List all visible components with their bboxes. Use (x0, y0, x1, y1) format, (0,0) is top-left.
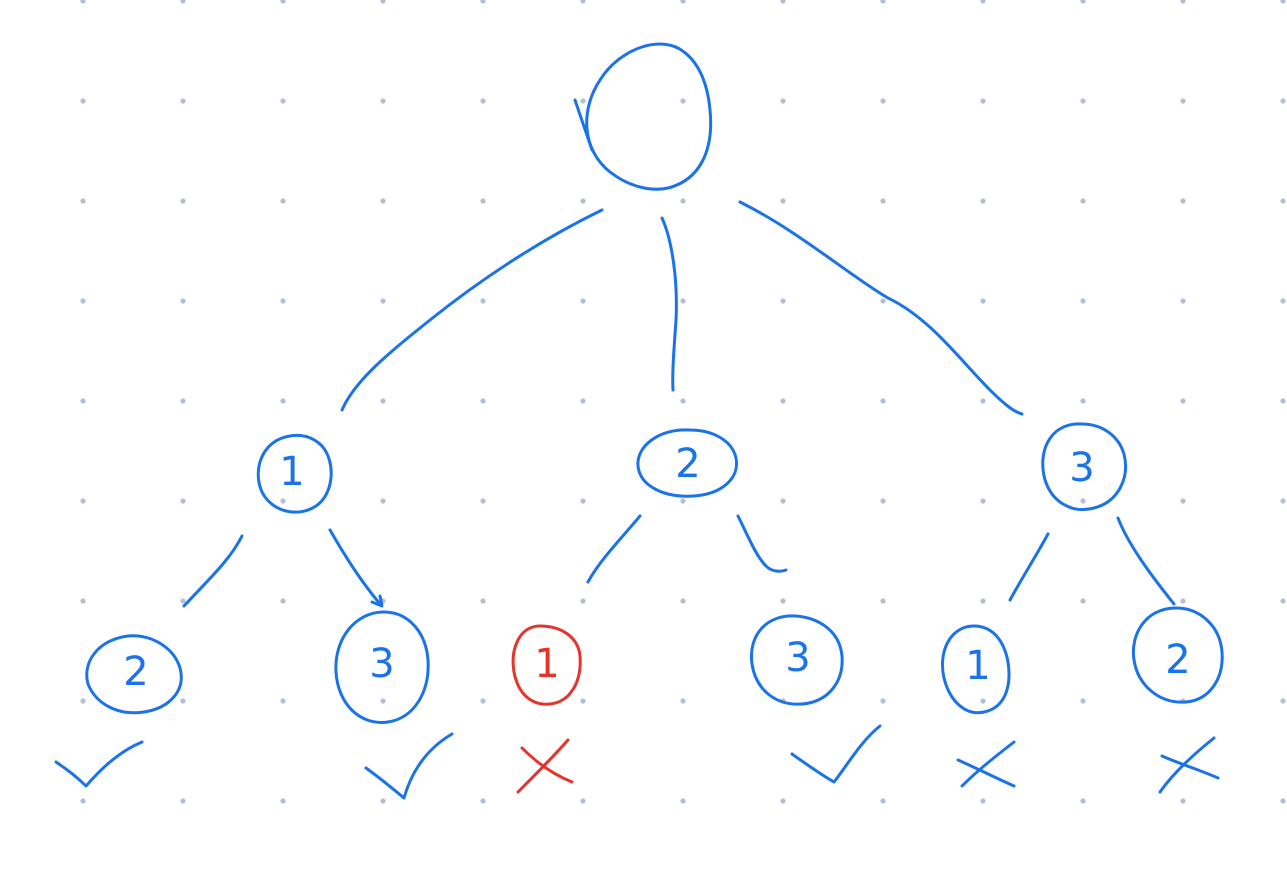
edge-node-1-to-leaf-3 (328, 528, 384, 608)
node-label: 3 (785, 635, 810, 681)
node-label: 1 (965, 643, 990, 689)
leaf-node-1: 2 (85, 634, 183, 715)
node-level1-1: 1 (256, 433, 333, 514)
edge-node-3-to-leaf-2 (1116, 516, 1176, 606)
node-label: 2 (1165, 637, 1190, 683)
cross-mark-icon (516, 738, 574, 794)
node-label: 3 (1069, 445, 1094, 491)
edge-root-to-node-1 (340, 208, 604, 412)
check-mark-icon (790, 724, 882, 784)
node-label: 3 (369, 641, 394, 687)
check-mark-icon (364, 732, 454, 800)
node-level1-2: 2 (636, 428, 739, 498)
edge-node-2-to-leaf-3 (736, 514, 788, 573)
node-circle (256, 433, 333, 514)
edge-root-to-node-2 (660, 216, 678, 392)
edge-root-to-node-3 (738, 200, 1024, 416)
edge-node-2-to-leaf-1 (586, 514, 642, 584)
node-circle (511, 624, 582, 706)
node-level1-3: 3 (1041, 422, 1127, 511)
leaf-node-5: 1 (941, 624, 1011, 715)
leaf-node-4: 3 (749, 614, 844, 706)
cross-mark-icon (956, 740, 1016, 788)
node-circle (1041, 422, 1127, 511)
node-circle (636, 428, 739, 498)
leaf-node-2: 3 (334, 610, 430, 724)
root-node (573, 42, 713, 191)
node-label: 2 (675, 441, 700, 487)
node-label: 1 (534, 641, 559, 687)
node-label: 2 (123, 649, 148, 695)
edge-node-3-to-leaf-1 (1008, 532, 1050, 602)
edge-node-1-to-leaf-2 (182, 534, 244, 608)
root-node-circle (573, 42, 713, 191)
node-circle (941, 624, 1011, 715)
cross-mark-icon (1158, 736, 1220, 794)
leaf-node-3: 1 (511, 624, 582, 706)
node-circle (749, 614, 844, 706)
node-label: 1 (279, 449, 304, 495)
check-mark-icon (54, 740, 144, 788)
node-circle (334, 610, 430, 724)
node-circle (85, 634, 183, 715)
node-circle (1131, 606, 1224, 704)
leaf-node-6: 2 (1131, 606, 1224, 704)
